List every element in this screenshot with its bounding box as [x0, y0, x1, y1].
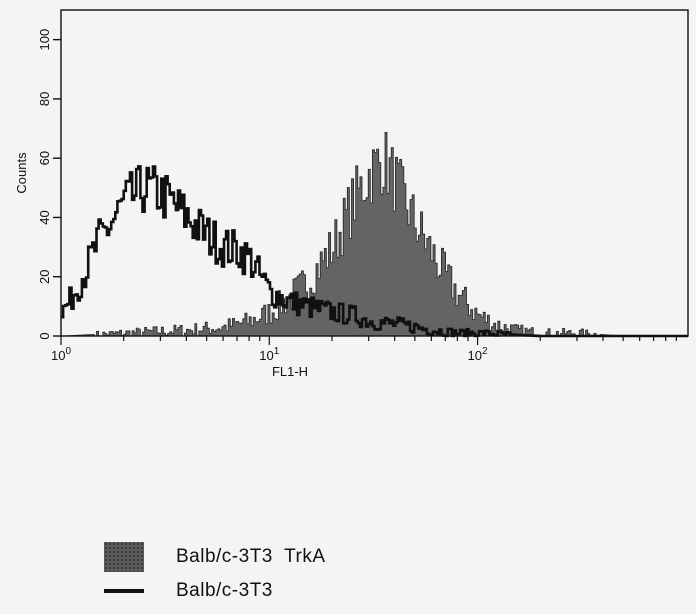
y-tick-label: 20 [37, 269, 52, 283]
x-tick-label: 101 [259, 346, 279, 363]
legend: Balb/c-3T3 TrkA Balb/c-3T3 [104, 540, 326, 608]
series-control-line [61, 165, 688, 338]
plot-frame [60, 9, 689, 337]
y-tick-label: 0 [37, 332, 52, 339]
histogram-chart: 0 20 40 60 80 100 100 101 102 Counts FL1-H [14, 9, 689, 379]
y-tick-label: 40 [37, 210, 52, 224]
filled-series-layer [61, 132, 688, 337]
y-tick-label: 100 [37, 29, 52, 51]
y-tick-label: 60 [37, 151, 52, 165]
legend-item-control: Balb/c-3T3 [104, 574, 326, 608]
line-swatch-icon [104, 589, 144, 593]
x-tick-label: 102 [468, 346, 488, 363]
line-series-layer [61, 165, 688, 338]
y-axis-title: Counts [14, 152, 29, 194]
y-tick-label: 80 [37, 92, 52, 106]
x-axis-title: FL1-H [272, 364, 308, 379]
series-trka-area [61, 132, 688, 337]
legend-label-trka: Balb/c-3T3 TrkA [176, 546, 326, 567]
filled-swatch-icon [104, 542, 144, 572]
legend-label-control: Balb/c-3T3 [176, 580, 273, 601]
x-tick-label: 100 [51, 346, 71, 363]
y-axis: 0 20 40 60 80 100 [37, 29, 61, 340]
x-axis: 100 101 102 [51, 336, 677, 363]
legend-item-trka: Balb/c-3T3 TrkA [104, 540, 326, 574]
